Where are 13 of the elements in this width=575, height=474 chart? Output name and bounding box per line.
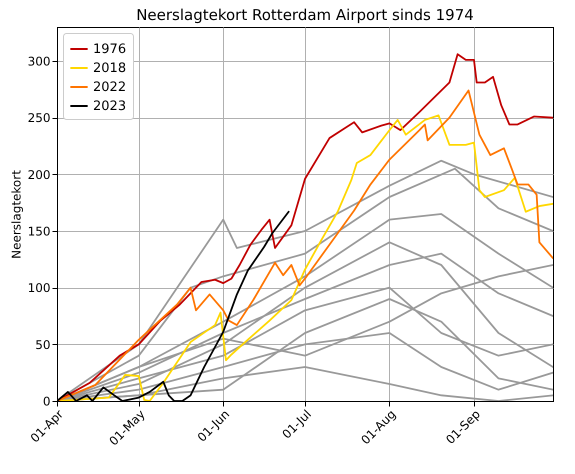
y-tick-label: 200 xyxy=(28,168,50,182)
legend-label: 2022 xyxy=(93,80,126,95)
y-tick-label: 250 xyxy=(28,111,50,126)
y-tick-label: 50 xyxy=(35,338,50,352)
chart-title: Neerslagtekort Rotterdam Airport sinds 1974 xyxy=(136,6,474,24)
legend-label: 1976 xyxy=(93,42,126,57)
legend-label: 2023 xyxy=(93,99,126,114)
y-tick-label: 150 xyxy=(28,224,50,238)
y-tick-label: 100 xyxy=(28,281,50,296)
legend-label: 2018 xyxy=(93,61,126,76)
y-tick-label: 300 xyxy=(28,54,50,68)
y-tick-label: 0 xyxy=(42,394,50,408)
y-axis-title: Neerslagtekort xyxy=(10,170,24,259)
